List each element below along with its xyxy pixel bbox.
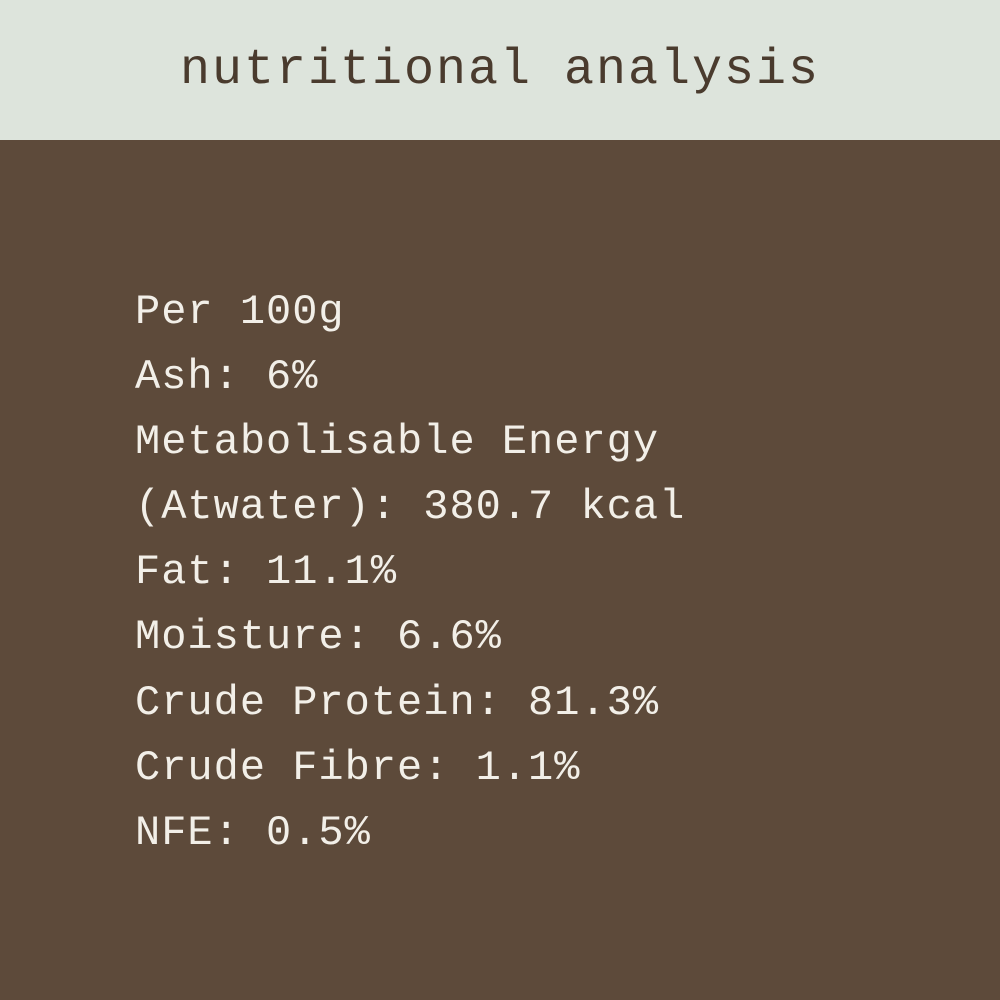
content-line: Crude Protein: 81.3% [135, 671, 880, 736]
content-line: Crude Fibre: 1.1% [135, 736, 880, 801]
content-line: Fat: 11.1% [135, 540, 880, 605]
header-banner: nutritional analysis [0, 0, 1000, 140]
content-panel: Per 100g Ash: 6% Metabolisable Energy (A… [0, 140, 1000, 1000]
content-line: (Atwater): 380.7 kcal [135, 475, 880, 540]
page-title: nutritional analysis [180, 42, 820, 99]
content-line: Per 100g [135, 280, 880, 345]
content-line: Ash: 6% [135, 345, 880, 410]
content-line: Metabolisable Energy [135, 410, 880, 475]
content-line: Moisture: 6.6% [135, 605, 880, 670]
content-line: NFE: 0.5% [135, 801, 880, 866]
